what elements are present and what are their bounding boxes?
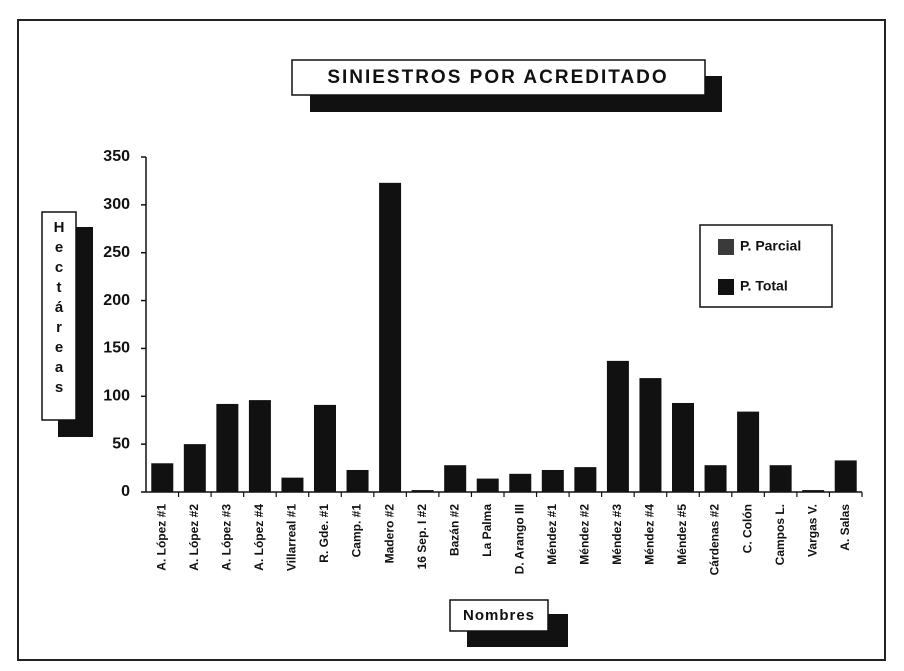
bar-segment	[411, 490, 434, 492]
bar-segment	[151, 463, 174, 492]
bar-segment	[834, 460, 857, 492]
x-tick-label: Camp. #1	[350, 504, 364, 558]
y-tick-label: 200	[103, 292, 130, 309]
x-tick-label: Campos L.	[773, 504, 787, 565]
bar-segment	[509, 473, 532, 492]
legend-swatch	[718, 239, 734, 255]
x-tick-label: D. Arango III	[512, 504, 526, 574]
y-tick-label: 0	[121, 483, 130, 500]
bar-segment	[248, 400, 271, 492]
bar-segment	[281, 477, 304, 492]
bar-segment	[183, 444, 206, 492]
bar-segment	[606, 360, 629, 492]
x-tick-label: Vargas V.	[805, 504, 819, 557]
y-label-box	[41, 211, 77, 421]
chart-title: SINIESTROS POR ACREDITADO	[327, 67, 668, 88]
bar-segment	[216, 403, 239, 492]
bar-segment	[769, 465, 792, 492]
title-box	[291, 59, 706, 96]
x-tick-label: Méndez #4	[643, 504, 657, 565]
y-axis-label: Hectáreas	[51, 219, 68, 399]
x-tick-label: A. Salas	[838, 504, 852, 551]
y-tick-label: 100	[103, 388, 130, 405]
x-tick-label: R. Gde. #1	[317, 504, 331, 563]
y-tick-label: 250	[103, 244, 130, 261]
y-tick-label: 50	[112, 435, 130, 452]
frame	[17, 19, 886, 661]
x-axis-label: Nombres	[463, 607, 535, 624]
x-tick-label: Bazán #2	[447, 504, 461, 556]
legend-label: P. Total	[740, 278, 788, 294]
legend-label: P. Parcial	[740, 238, 801, 254]
bar-segment	[704, 465, 727, 492]
x-tick-label: Méndez #1	[545, 504, 559, 565]
bar-segment	[737, 411, 760, 492]
x-tick-label: C. Colón	[740, 504, 754, 553]
x-label-box	[449, 599, 549, 632]
y-tick-label: 150	[103, 340, 130, 357]
bar-segment	[574, 467, 597, 492]
bar-segment	[802, 490, 825, 492]
bar-segment	[444, 465, 467, 492]
x-tick-label: 16 Sep. I #2	[415, 504, 429, 570]
x-tick-label: Méndez #2	[578, 504, 592, 565]
bar-segment	[672, 402, 694, 492]
y-tick-label: 300	[103, 196, 130, 213]
bar-segment	[541, 469, 564, 492]
x-tick-label: A. López #3	[220, 504, 234, 571]
x-tick-label: A. López #4	[252, 504, 266, 571]
x-tick-label: A. López #1	[154, 504, 168, 571]
y-tick-label: 350	[103, 148, 130, 165]
bar-segment	[346, 469, 369, 492]
bar-segment	[379, 182, 402, 493]
x-tick-label: Villarreal #1	[285, 504, 299, 571]
legend-swatch	[718, 279, 734, 295]
x-tick-label: La Palma	[480, 504, 494, 557]
bar-segment	[314, 404, 336, 492]
x-tick-label: Méndez #3	[610, 504, 624, 565]
bar-segment	[639, 378, 662, 492]
bar-segment	[476, 478, 499, 492]
x-tick-label: Cárdenas #2	[708, 504, 722, 576]
x-tick-label: Madero #2	[382, 504, 396, 564]
x-tick-label: A. López #2	[187, 504, 201, 571]
x-tick-label: Méndez #5	[675, 504, 689, 565]
